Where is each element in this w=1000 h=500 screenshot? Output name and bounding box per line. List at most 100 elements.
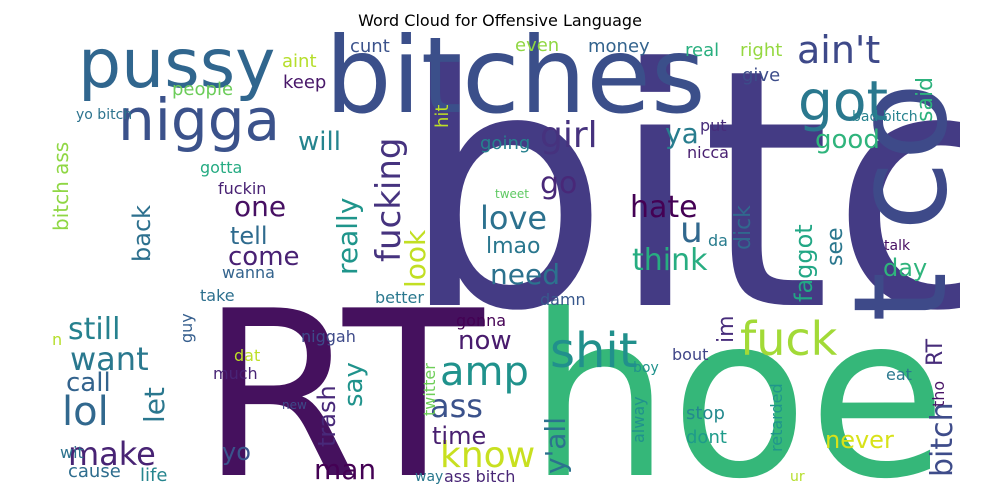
word-dick: dick xyxy=(731,205,756,250)
word-look: look xyxy=(399,229,432,288)
word-talk: talk xyxy=(884,238,911,254)
word-fuck: fuck xyxy=(740,312,838,366)
word-good: good xyxy=(815,125,880,155)
word-one: one xyxy=(234,190,286,223)
word-yo: yo xyxy=(222,438,251,466)
word-alway: alway xyxy=(629,396,648,443)
word-gonna: gonna xyxy=(456,311,506,330)
word-will: will xyxy=(298,127,341,157)
word-know: know xyxy=(440,435,535,476)
word-aint: aint xyxy=(282,51,317,72)
word-nigga: nigga xyxy=(118,86,280,154)
word-see: see xyxy=(823,227,848,266)
word-got: got xyxy=(798,69,888,133)
word-bitches: bitches xyxy=(325,30,706,137)
word-right: right xyxy=(740,40,782,61)
word-gotta: gotta xyxy=(200,158,242,177)
word-hate: hate xyxy=(630,190,698,225)
word-back: back xyxy=(128,205,156,262)
word-ass: ass xyxy=(430,387,483,425)
word-girl: girl xyxy=(540,115,598,156)
word-y-all: y'all xyxy=(539,417,572,474)
word-people: people xyxy=(172,79,233,100)
word-niggah: niggah xyxy=(301,327,356,346)
word-never: never xyxy=(825,426,894,454)
word-retarded: retarded xyxy=(767,383,786,452)
word-ur: ur xyxy=(790,469,805,485)
word-fucking: fucking xyxy=(369,138,409,262)
word-cause: cause xyxy=(68,461,121,482)
word-wanna: wanna xyxy=(222,263,275,282)
word-call: call xyxy=(66,368,111,398)
word-day: day xyxy=(883,254,927,282)
word-cunt: cunt xyxy=(350,36,390,57)
word-lmao: lmao xyxy=(486,234,540,259)
word-give: give xyxy=(742,65,780,86)
word-life: life xyxy=(140,465,167,486)
word-damn: damn xyxy=(540,290,586,309)
word-going: going xyxy=(480,133,530,154)
word-better: better xyxy=(375,288,424,307)
word-bad-bitch: bad bitch xyxy=(852,109,918,125)
word-man: man xyxy=(314,453,376,486)
word-much: much xyxy=(213,364,258,383)
word-ain-t: ain't xyxy=(797,30,880,72)
word-money: money xyxy=(588,36,650,57)
word-new: new xyxy=(282,398,307,412)
word-trash: trash xyxy=(313,385,341,447)
word-fuckin: fuckin xyxy=(218,179,266,198)
word-cloud-canvas: bitchRThoebitchespussyt coniggashitfuckg… xyxy=(49,30,960,490)
word-hit: hit xyxy=(432,105,453,128)
word-say: say xyxy=(339,362,369,407)
word-ya: ya xyxy=(665,117,699,150)
word-stop: stop xyxy=(686,403,725,424)
word-real: real xyxy=(685,40,719,61)
word-shit: shit xyxy=(550,323,638,379)
word-want: want xyxy=(70,340,149,378)
word-think: think xyxy=(632,243,708,278)
word-really: really xyxy=(331,198,364,275)
word-put: put xyxy=(700,116,727,135)
word-twitter: twitter xyxy=(420,363,439,416)
word-bout: bout xyxy=(672,345,708,364)
word-go: go xyxy=(540,166,577,201)
word-rt: RT xyxy=(923,338,948,366)
word-faggot: faggot xyxy=(790,224,818,302)
word-tell: tell xyxy=(230,222,268,250)
word-u: u xyxy=(680,210,703,251)
word-guy: guy xyxy=(177,313,196,343)
word-bitch-ass: bitch ass xyxy=(49,142,73,231)
word-bitch: bitch xyxy=(925,402,960,477)
word-keep: keep xyxy=(283,72,326,93)
word-eat: eat xyxy=(886,365,912,384)
word-tweet: tweet xyxy=(495,187,529,201)
word-t-co: t co xyxy=(827,82,960,322)
chart-title: Word Cloud for Offensive Language xyxy=(358,11,642,30)
word-da: da xyxy=(708,231,728,250)
word-im: im xyxy=(714,315,739,343)
word-way: way xyxy=(415,469,443,485)
word-yo-bitch: yo bitch xyxy=(76,107,132,123)
word-lol: lol xyxy=(62,389,109,435)
word-ass-bitch: ass bitch xyxy=(444,467,515,486)
word-even: even xyxy=(515,35,559,56)
word-bitch: bitch xyxy=(400,30,960,383)
word-nicca: nicca xyxy=(687,143,729,162)
word-amp: amp xyxy=(440,349,529,395)
word-let: let xyxy=(138,387,171,423)
word-need: need xyxy=(490,258,560,291)
word-rt: RT xyxy=(200,263,485,490)
word-now: now xyxy=(458,326,512,356)
word-said: said xyxy=(913,77,938,122)
word-dont: dont xyxy=(686,427,727,448)
word-come: come xyxy=(228,242,300,272)
word-time: time xyxy=(432,422,486,450)
word-boy: boy xyxy=(633,360,659,376)
word-tho: tho xyxy=(929,381,948,407)
word-take: take xyxy=(200,286,235,305)
word-wit: wit xyxy=(60,443,84,462)
word-still: still xyxy=(68,312,120,347)
word-love: love xyxy=(480,199,547,237)
word-make: make xyxy=(68,435,156,473)
